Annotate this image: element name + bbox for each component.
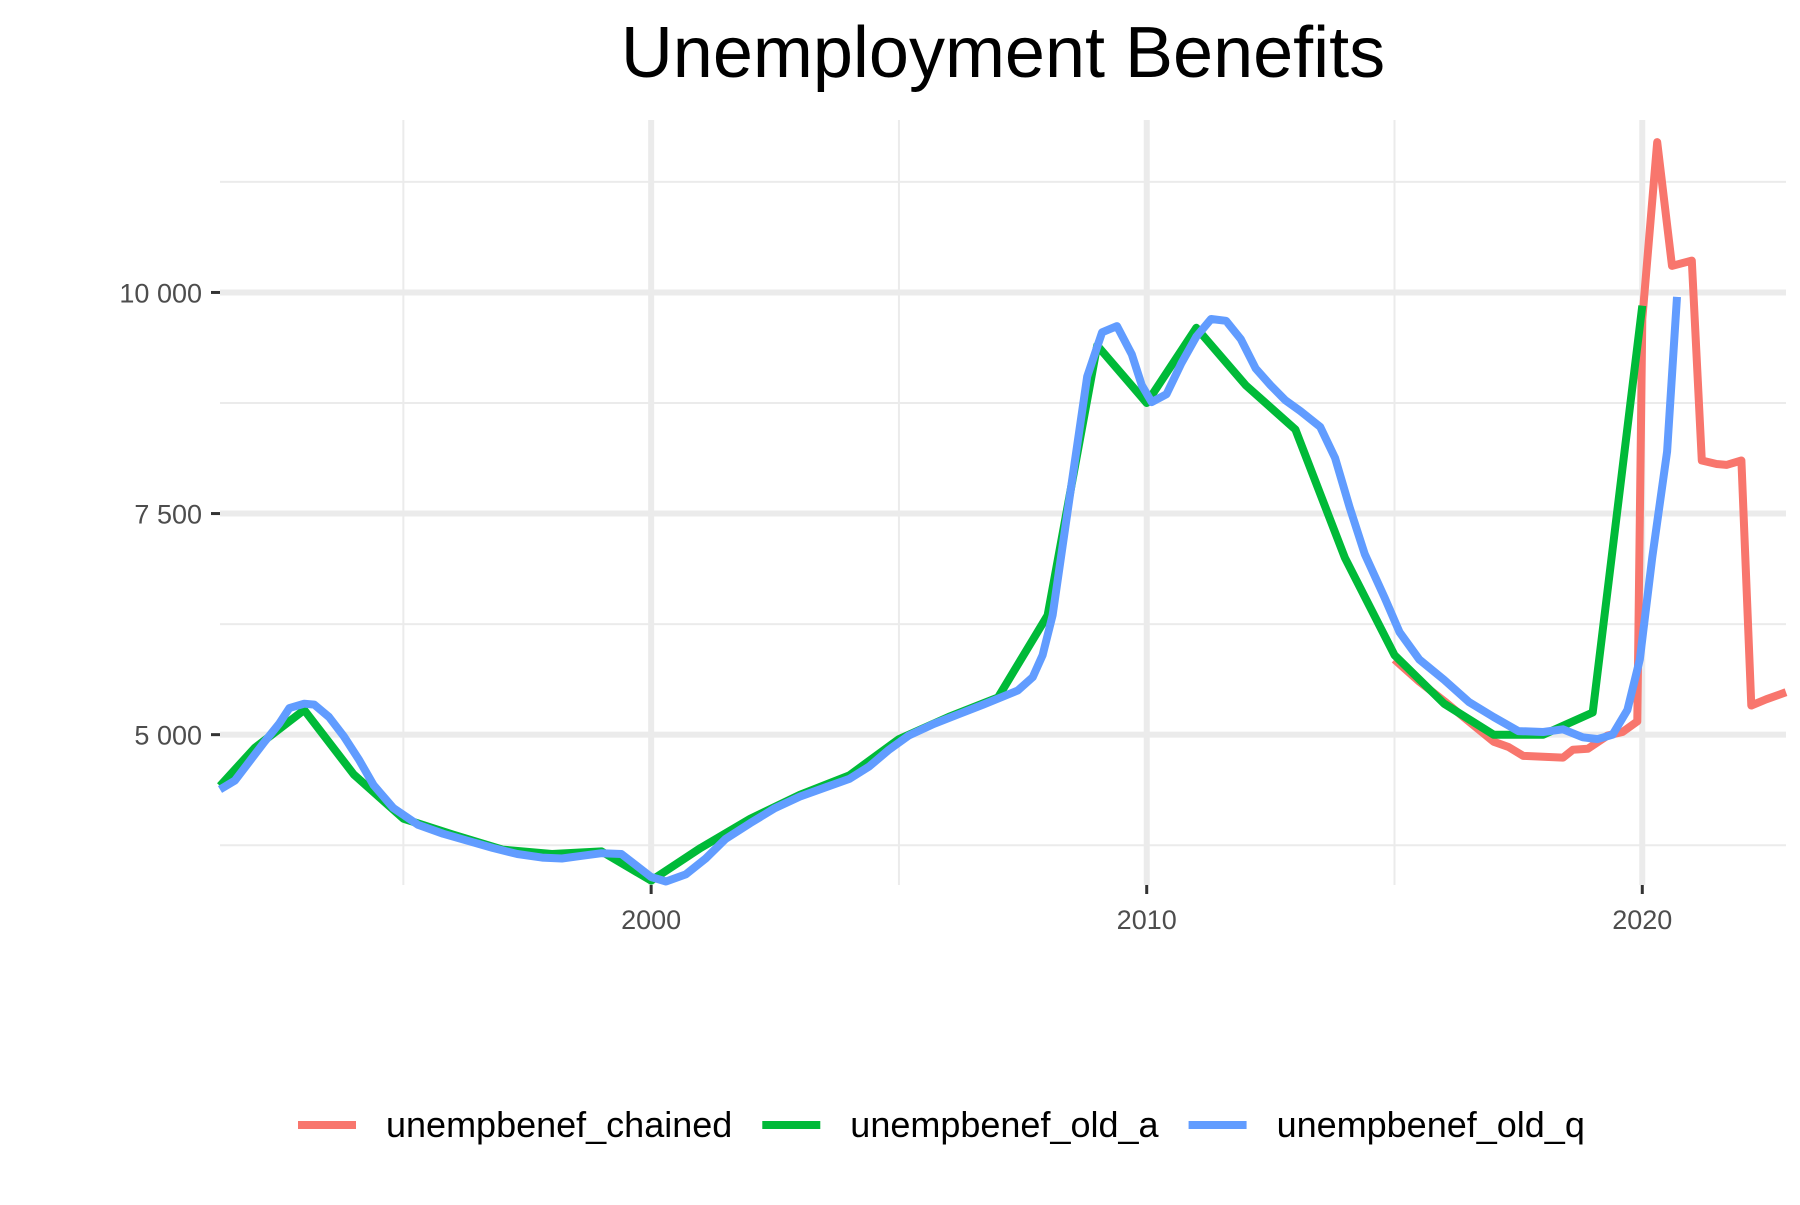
legend-item: unempbenef_old_a bbox=[762, 1104, 1160, 1145]
y-tick-label: 5 000 bbox=[134, 721, 202, 751]
legend-item: unempbenef_old_q bbox=[1188, 1104, 1585, 1145]
chart-title: Unemployment Benefits bbox=[621, 13, 1385, 93]
y-tick-label: 10 000 bbox=[119, 278, 202, 308]
y-tick-label: 7 500 bbox=[134, 500, 202, 530]
x-tick-label: 2010 bbox=[1117, 905, 1177, 935]
legend: unempbenef_chained unempbenef_old_a unempb… bbox=[298, 1104, 1585, 1145]
x-tick-label: 2000 bbox=[621, 905, 681, 935]
axes: 5 000 7 500 10 000 2000 2010 2020 bbox=[119, 278, 1672, 935]
legend-item: unempbenef_chained bbox=[298, 1104, 732, 1145]
x-tick-label: 2020 bbox=[1612, 905, 1672, 935]
series-lines bbox=[217, 138, 1788, 886]
series-line-unempbenef_old_q bbox=[217, 296, 1681, 886]
legend-label: unempbenef_old_q bbox=[1277, 1104, 1585, 1145]
legend-label: unempbenef_chained bbox=[386, 1104, 732, 1145]
legend-label: unempbenef_old_a bbox=[850, 1104, 1159, 1145]
series-line-unempbenef_old_a bbox=[217, 305, 1647, 885]
series-line-unempbenef_chained bbox=[1391, 138, 1788, 762]
gridlines bbox=[220, 120, 1786, 885]
